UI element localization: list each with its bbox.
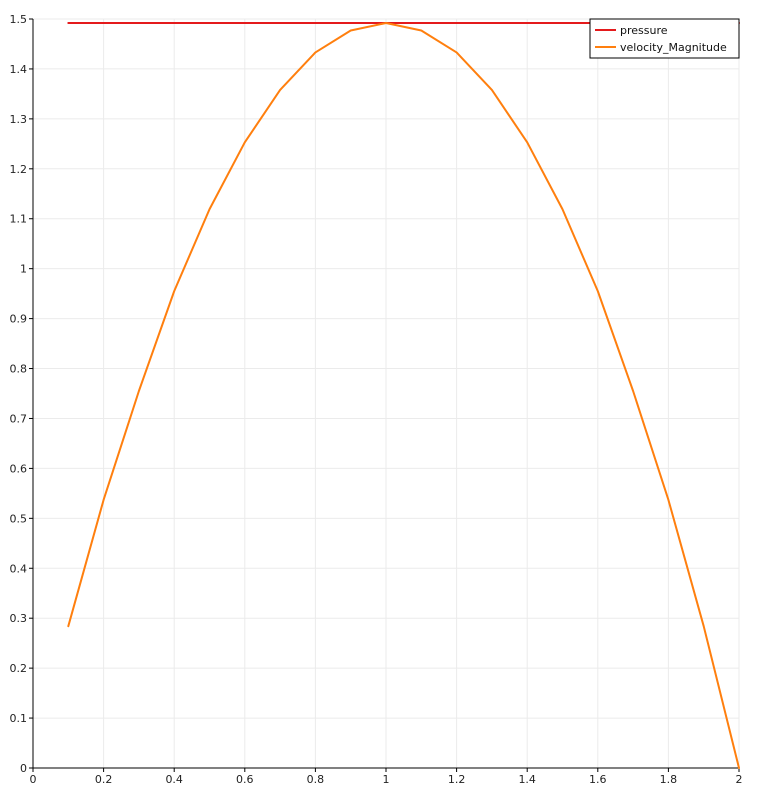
x-tick-label: 0.8 [307, 773, 325, 786]
x-tick-label: 0.4 [165, 773, 183, 786]
y-tick-label: 0 [20, 762, 27, 775]
x-tick-label: 2 [736, 773, 743, 786]
legend-label-velocity-magnitude: velocity_Magnitude [620, 41, 727, 54]
y-tick-label: 0.8 [10, 363, 28, 376]
x-tick-label: 1.4 [518, 773, 536, 786]
y-tick-label: 0.6 [10, 462, 28, 475]
x-tick-label: 1.8 [660, 773, 678, 786]
y-tick-label: 1.1 [10, 213, 28, 226]
y-tick-label: 0.4 [10, 562, 28, 575]
x-tick-label: 1.2 [448, 773, 466, 786]
y-tick-label: 0.1 [10, 712, 28, 725]
legend-box [589, 18, 740, 59]
y-tick-label: 0.5 [10, 512, 28, 525]
y-tick-label: 1.2 [10, 163, 28, 176]
y-tick-label: 0.2 [10, 662, 28, 675]
y-tick-label: 0.9 [10, 313, 28, 326]
x-tick-label: 0.6 [236, 773, 254, 786]
grid-lines [33, 18, 740, 768]
x-tick-label: 0.2 [95, 773, 113, 786]
y-tick-label: 1.3 [10, 113, 28, 126]
y-tick-label: 0.7 [10, 412, 28, 425]
series-lines [67, 21, 740, 769]
y-tick-label: 1.4 [10, 63, 28, 76]
x-tick-label: 0 [30, 773, 37, 786]
axes: 0 0.1 0.2 0.3 0.4 0.5 0.6 0.7 0.8 0.9 1 1.1 1.2 1.3 1.… [10, 13, 743, 786]
y-tick-label: 0.3 [10, 612, 28, 625]
series-line-velocity-magnitude [67, 21, 740, 769]
legend-label-pressure: pressure [620, 24, 668, 37]
y-tick-label: 1 [20, 263, 27, 276]
y-tick-label: 1.5 [10, 13, 28, 26]
legend: pressure velocity_Magnitude [589, 18, 740, 59]
x-tick-label: 1.6 [589, 773, 607, 786]
x-tick-label: 1 [383, 773, 390, 786]
